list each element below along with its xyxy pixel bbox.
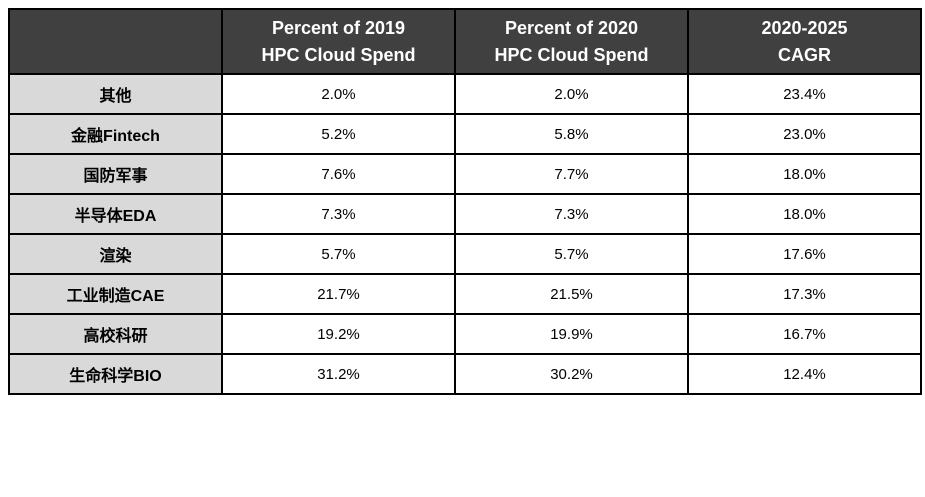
cell-2019-spend: 7.3% [221,193,456,235]
cell-2019-spend: 2.0% [221,73,456,115]
cell-cagr: 16.7% [687,313,922,355]
column-header-cagr: 2020-2025 CAGR [687,8,922,75]
row-label: 其他 [8,73,223,115]
row-label: 国防军事 [8,153,223,195]
row-label: 半导体EDA [8,193,223,235]
row-label: 生命科学BIO [8,353,223,395]
cell-cagr: 17.6% [687,233,922,275]
cell-cagr: 17.3% [687,273,922,315]
cell-2019-spend: 21.7% [221,273,456,315]
cell-2019-spend: 5.7% [221,233,456,275]
cell-2019-spend: 5.2% [221,113,456,155]
row-label: 高校科研 [8,313,223,355]
row-label: 金融Fintech [8,113,223,155]
cell-2019-spend: 19.2% [221,313,456,355]
table-row: 生命科学BIO 31.2% 30.2% 12.4% [8,353,922,395]
cell-2020-spend: 2.0% [454,73,689,115]
cell-cagr: 23.4% [687,73,922,115]
cell-2020-spend: 21.5% [454,273,689,315]
cell-cagr: 18.0% [687,193,922,235]
cell-cagr: 12.4% [687,353,922,395]
column-header-2019-spend: Percent of 2019 HPC Cloud Spend [221,8,456,75]
table-row: 工业制造CAE 21.7% 21.5% 17.3% [8,273,922,315]
header-row: Percent of 2019 HPC Cloud Spend Percent … [8,8,922,75]
cell-2019-spend: 31.2% [221,353,456,395]
table-row: 渲染 5.7% 5.7% 17.6% [8,233,922,275]
cell-cagr: 23.0% [687,113,922,155]
table-row: 金融Fintech 5.2% 5.8% 23.0% [8,113,922,155]
cell-2020-spend: 7.3% [454,193,689,235]
cell-2020-spend: 30.2% [454,353,689,395]
table-row: 国防军事 7.6% 7.7% 18.0% [8,153,922,195]
row-label: 渲染 [8,233,223,275]
cell-2020-spend: 5.7% [454,233,689,275]
cell-2020-spend: 7.7% [454,153,689,195]
corner-cell [8,8,223,75]
table-row: 高校科研 19.2% 19.9% 16.7% [8,313,922,355]
cell-cagr: 18.0% [687,153,922,195]
cell-2020-spend: 19.9% [454,313,689,355]
cell-2019-spend: 7.6% [221,153,456,195]
hpc-cloud-spend-table: Percent of 2019 HPC Cloud Spend Percent … [8,8,922,395]
table-row: 半导体EDA 7.3% 7.3% 18.0% [8,193,922,235]
column-header-2020-spend: Percent of 2020 HPC Cloud Spend [454,8,689,75]
row-label: 工业制造CAE [8,273,223,315]
cell-2020-spend: 5.8% [454,113,689,155]
table-row: 其他 2.0% 2.0% 23.4% [8,73,922,115]
